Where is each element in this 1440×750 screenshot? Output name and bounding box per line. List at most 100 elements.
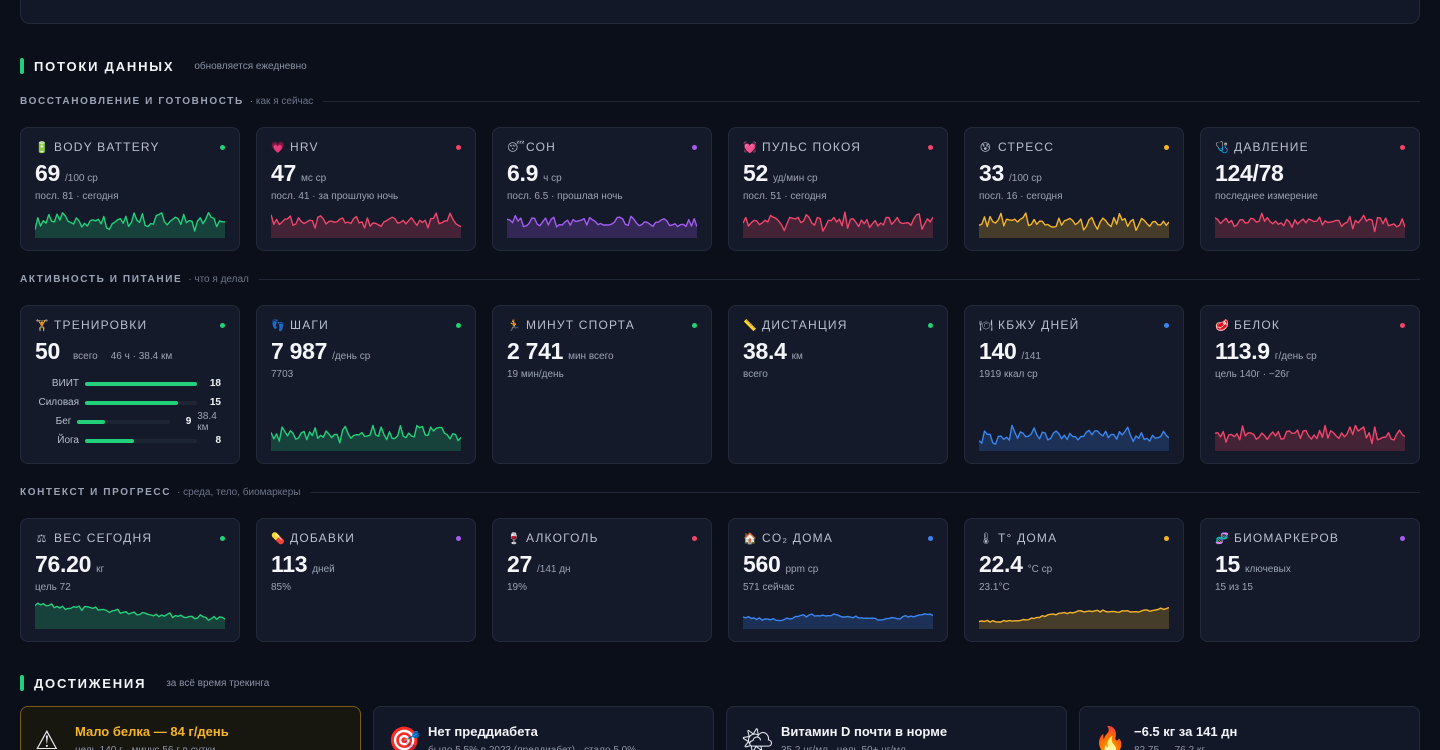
dumbbell-icon: 🏋 bbox=[35, 319, 50, 332]
workout-row: Йога 8 bbox=[35, 431, 225, 450]
card-note: цель 72 bbox=[35, 582, 71, 593]
card-battery[interactable]: 🔋 BODY BATTERY 69 /100 ср посл. 81 · сег… bbox=[20, 127, 240, 251]
sleep-icon: 😴 bbox=[507, 141, 526, 154]
sparkline bbox=[271, 424, 461, 451]
card-dna[interactable]: 🧬 БИОМАРКЕРОВ 15 ключевых 15 из 15 bbox=[1200, 518, 1420, 642]
card-label-text: ПУЛЬС ПОКОЯ bbox=[762, 140, 862, 154]
dna-icon: 🧬 bbox=[1215, 532, 1230, 545]
section-accent-bar bbox=[20, 675, 24, 691]
card-unit: уд/мин ср bbox=[772, 173, 818, 184]
card-label: 🏃 МИНУТ СПОРТА bbox=[507, 318, 635, 332]
card-label: 🔋 BODY BATTERY bbox=[35, 140, 160, 154]
card-unit: ppm ср bbox=[785, 564, 819, 575]
card-value: 2 741 bbox=[507, 338, 564, 364]
card-stethoscope[interactable]: 🩺 ДАВЛЕНИЕ 124/78 последнее измерение bbox=[1200, 127, 1420, 251]
card-value: 47 bbox=[271, 160, 296, 186]
card-label-text: СТРЕСС bbox=[998, 140, 1055, 154]
card-label-text: БИОМАРКЕРОВ bbox=[1234, 531, 1340, 545]
workout-bar-fill bbox=[85, 438, 135, 443]
status-dot bbox=[1164, 322, 1169, 328]
achievement-card[interactable]: ⚠ Мало белка — 84 г/день цель 140 г · ми… bbox=[20, 706, 361, 750]
card-note: 15 из 15 bbox=[1215, 582, 1253, 593]
card-plate[interactable]: 🍽 КБЖУ ДНЕЙ 140 /141 1919 ккал ср bbox=[964, 305, 1184, 464]
card-meat[interactable]: 🥩 БЕЛОК 113.9 г/день ср цель 140г · −26г bbox=[1200, 305, 1420, 464]
achievement-subtitle: было 5.5% в 2023 (преддиабет) · стало 5.… bbox=[428, 745, 636, 750]
card-label-text: ШАГИ bbox=[290, 318, 329, 332]
achievement-card[interactable]: 🎯 Нет преддиабета было 5.5% в 2023 (пред… bbox=[373, 706, 714, 750]
card-label: 🍷 АЛКОГОЛЬ bbox=[507, 531, 599, 545]
status-dot bbox=[1164, 535, 1169, 541]
group-header-activity: АКТИВНОСТЬ И ПИТАНИЕ · что я делал bbox=[20, 274, 1420, 285]
achievement-card[interactable]: 🌤 Витамин D почти в норме 35.2 нг/мл · ц… bbox=[726, 706, 1067, 750]
card-label-text: МИНУТ СПОРТА bbox=[526, 318, 635, 332]
card-value: 69 bbox=[35, 160, 60, 186]
card-pulse[interactable]: 💓 ПУЛЬС ПОКОЯ 52 уд/мин ср посл. 51 · се… bbox=[728, 127, 948, 251]
status-dot bbox=[928, 144, 933, 150]
status-dot bbox=[456, 535, 461, 541]
card-note: посл. 41 · за прошлую ночь bbox=[271, 191, 399, 202]
card-value: 113 bbox=[271, 551, 308, 577]
card-ruler[interactable]: 📏 ДИСТАНЦИЯ 38.4 км всего bbox=[728, 305, 948, 464]
thermometer-icon: 🌡 bbox=[979, 532, 995, 545]
card-note: посл. 16 · сегодня bbox=[979, 191, 1063, 202]
card-heart[interactable]: 💗 HRV 47 мс ср посл. 41 · за прошлую ноч… bbox=[256, 127, 476, 251]
status-dot bbox=[928, 322, 933, 328]
section-subtitle: за всё время трекинга bbox=[166, 677, 270, 689]
card-note: 85% bbox=[271, 582, 292, 593]
sparkline bbox=[271, 212, 461, 238]
sparkline bbox=[979, 606, 1169, 629]
achievement-title: −6.5 кг за 141 дн bbox=[1134, 724, 1238, 739]
card-value: 76.20 bbox=[35, 551, 92, 577]
sparkline bbox=[1215, 424, 1405, 451]
workout-bar-fill bbox=[77, 419, 106, 424]
pill-icon: 💊 bbox=[271, 532, 286, 545]
section-subtitle: обновляется ежедневно bbox=[194, 60, 307, 72]
card-note: 571 сейчас bbox=[743, 582, 795, 593]
card-home[interactable]: 🏠 CO₂ ДОМА 560 ppm ср 571 сейчас bbox=[728, 518, 948, 642]
card-unit: /100 ср bbox=[64, 173, 98, 184]
card-workouts[interactable]: 🏋 ТРЕНИРОВКИ 50 всего 46 ч · 38.4 км ВИИ… bbox=[20, 305, 240, 464]
sparkline bbox=[743, 613, 933, 629]
group-divider bbox=[258, 279, 1420, 280]
top-panel bbox=[20, 0, 1420, 24]
card-scale[interactable]: ⚖ ВЕС СЕГОДНЯ 76.20 кг цель 72 bbox=[20, 518, 240, 642]
card-label-text: HRV bbox=[290, 140, 319, 154]
card-runner[interactable]: 🏃 МИНУТ СПОРТА 2 741 мин всего 19 мин/де… bbox=[492, 305, 712, 464]
card-thermometer[interactable]: 🌡 T° ДОМА 22.4 °C ср 23.1°C bbox=[964, 518, 1184, 642]
status-dot bbox=[1400, 535, 1405, 541]
card-label: 🏋 ТРЕНИРОВКИ bbox=[35, 318, 147, 332]
card-label: ⚖ ВЕС СЕГОДНЯ bbox=[35, 531, 152, 545]
status-dot bbox=[1400, 144, 1405, 150]
card-note: 23.1°C bbox=[979, 582, 1010, 593]
workout-count: 15 bbox=[209, 397, 221, 408]
card-sleep[interactable]: 😴 СОН 6.9 ч ср посл. 6.5 · прошлая ночь bbox=[492, 127, 712, 251]
card-stress[interactable]: 😰 СТРЕСС 33 /100 ср посл. 16 · сегодня bbox=[964, 127, 1184, 251]
achievement-subtitle: 35.2 нг/мл · цель 50+ нг/мл bbox=[781, 745, 906, 750]
card-unit: ч ср bbox=[543, 173, 562, 184]
card-value: 560 bbox=[743, 551, 781, 577]
card-pill[interactable]: 💊 ДОБАВКИ 113 дней 85% bbox=[256, 518, 476, 642]
card-unit: ключевых bbox=[1244, 564, 1291, 575]
status-dot bbox=[692, 144, 697, 150]
section-title: ПОТОКИ ДАННЫХ bbox=[34, 58, 175, 74]
card-label: 🍽 КБЖУ ДНЕЙ bbox=[979, 318, 1079, 332]
card-value: 52 bbox=[743, 160, 768, 186]
card-footprints[interactable]: 👣 ШАГИ 7 987 /день ср 7703 bbox=[256, 305, 476, 464]
card-label-text: CO₂ ДОМА bbox=[762, 531, 834, 545]
group-subtitle: · что я делал bbox=[188, 274, 249, 285]
sparkline bbox=[507, 214, 697, 238]
card-wine[interactable]: 🍷 АЛКОГОЛЬ 27 /141 дн 19% bbox=[492, 518, 712, 642]
pulse-icon: 💓 bbox=[743, 141, 758, 154]
card-value: 33 bbox=[979, 160, 1004, 186]
card-label: 💓 ПУЛЬС ПОКОЯ bbox=[743, 140, 861, 154]
card-label: 👣 ШАГИ bbox=[271, 318, 329, 332]
runner-icon: 🏃 bbox=[507, 319, 522, 332]
scale-icon: ⚖ bbox=[36, 532, 48, 545]
achievement-card[interactable]: 🔥 −6.5 кг за 141 дн 82.75 → 76.2 кг bbox=[1079, 706, 1420, 750]
card-value: 22.4 bbox=[979, 551, 1023, 577]
warning-icon: ⚠ bbox=[35, 725, 59, 750]
card-label-text: BODY BATTERY bbox=[54, 140, 160, 154]
workout-bar-track bbox=[85, 438, 197, 443]
group-title: АКТИВНОСТЬ И ПИТАНИЕ bbox=[20, 274, 183, 285]
group-divider bbox=[310, 492, 1420, 493]
